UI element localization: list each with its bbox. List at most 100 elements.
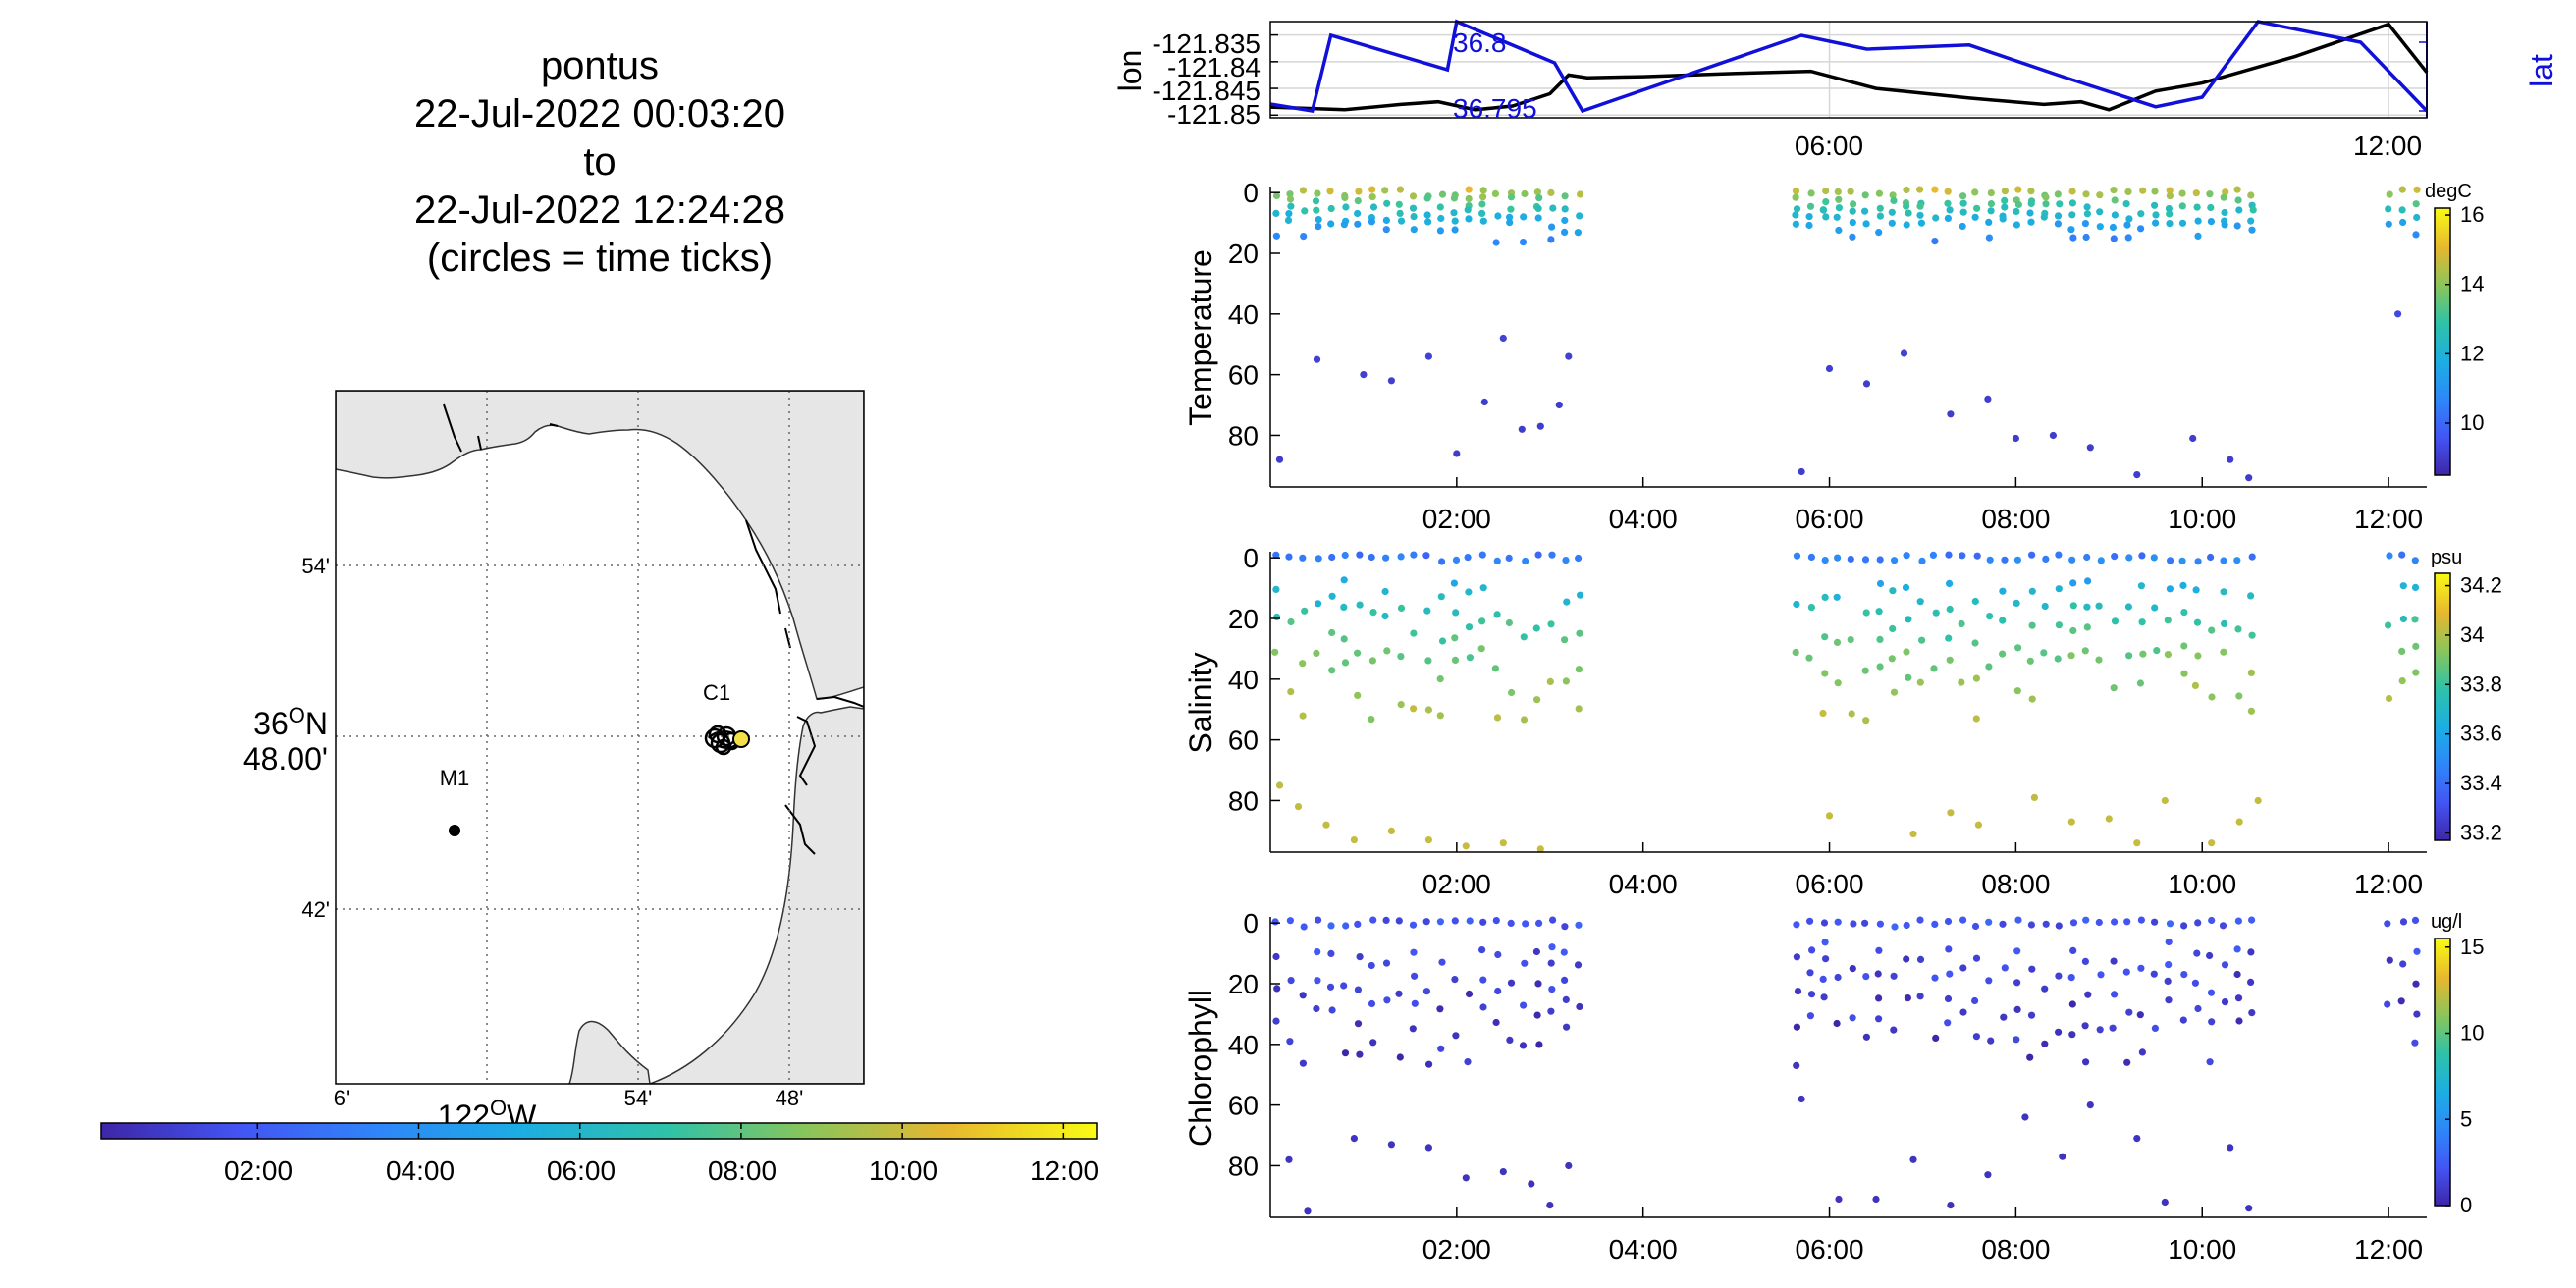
profile-point <box>1971 922 1980 931</box>
profile-point <box>2026 1053 2034 1061</box>
profile-point <box>1793 1061 1800 1069</box>
profile-point <box>1575 705 1583 713</box>
profile-point <box>1356 601 1364 609</box>
profile-point <box>1808 946 1816 954</box>
profile-point <box>2385 205 2392 213</box>
profile-point <box>1875 189 1883 197</box>
profile-point <box>2138 1048 2146 1056</box>
deep-point <box>1360 371 1368 379</box>
profile-point <box>1875 946 1883 954</box>
deep-point <box>1350 1135 1358 1143</box>
profile-point <box>1354 197 1362 205</box>
profile-point <box>2220 648 2227 656</box>
x-tick-label: 06:00 <box>1796 1234 1864 1264</box>
profile-point <box>1506 213 1514 221</box>
profile-point <box>2166 187 2174 194</box>
deep-point <box>1984 395 1992 402</box>
profile-point <box>2165 996 2173 1004</box>
profile-point <box>1271 648 1279 656</box>
title-line: 22-Jul-2022 00:03:20 <box>414 92 785 135</box>
profile-point <box>1327 949 1335 958</box>
profile-point <box>1314 977 1321 985</box>
profile-point <box>1315 555 1322 563</box>
profile-point <box>1793 205 1801 213</box>
chlorophyll-panel[interactable]: Chlorophyll ug/l 0 20 40 60 80 02:00 04:00 06:0… <box>1183 908 2484 1264</box>
profile-point <box>1549 204 1557 212</box>
profile-point <box>1793 953 1800 961</box>
profile-point <box>2207 203 2215 212</box>
temperature-panel[interactable]: Temperature degC 0 20 40 60 80 02:00 04:00 06:0… <box>1183 178 2484 534</box>
profile-point <box>1356 953 1364 961</box>
profile-point <box>2151 918 2159 926</box>
x-tick-label: 08:00 <box>1981 504 2050 534</box>
deep-point <box>2012 434 2019 443</box>
profile-point <box>1299 554 1307 562</box>
profile-point <box>1861 919 1869 927</box>
profile-point <box>1465 215 1473 223</box>
profile-point <box>2166 210 2174 218</box>
profile-point <box>2398 186 2406 193</box>
profile-point <box>2151 201 2159 209</box>
profile-point <box>2207 553 2215 562</box>
profile-point <box>2111 918 2119 926</box>
deep-point <box>1947 1202 1955 1209</box>
profile-point <box>1819 709 1827 718</box>
profile-point <box>1793 921 1800 929</box>
profile-point <box>1452 609 1460 617</box>
profile-point <box>2096 191 2104 199</box>
profile-point <box>1889 191 1897 199</box>
profile-point <box>1341 1049 1350 1057</box>
profile-point <box>1533 1011 1541 1019</box>
lat-axis-label: lat <box>2524 54 2559 87</box>
profile-point <box>1562 557 1570 564</box>
position-series <box>1269 19 2429 114</box>
profile-point <box>1272 952 1280 961</box>
profile-point <box>1916 202 1924 210</box>
profile-point <box>1945 551 1953 559</box>
profile-point <box>1409 192 1418 200</box>
y-tick-label: 20 <box>1228 604 1259 634</box>
profile-point <box>1849 965 1856 973</box>
profile-point <box>1890 972 1898 980</box>
profile-point <box>2095 602 2103 610</box>
profile-point <box>1875 608 1883 616</box>
map-frame <box>335 390 865 1085</box>
profile-point <box>2234 917 2242 925</box>
salinity-panel[interactable]: Salinity psu 0 20 40 60 80 02:00 04:00 06:00 08:… <box>1183 543 2502 899</box>
profile-point <box>1891 557 1899 564</box>
profile-point <box>1946 579 1954 588</box>
profile-point <box>2055 551 2063 559</box>
profile-point <box>1847 555 1854 564</box>
map-panel[interactable]: 54' 36ON 48.00' 42' 6' 54' 48' 122OW C1 … <box>243 390 865 1134</box>
profile-point <box>2233 945 2241 953</box>
profile-point <box>1903 955 1910 963</box>
profile-point <box>1971 996 1979 1005</box>
profile-point <box>1423 607 1431 615</box>
profile-point <box>1561 976 1569 985</box>
salinity-unit-label: psu <box>2431 547 2462 568</box>
profile-point <box>2096 223 2104 231</box>
profile-point <box>1916 916 1924 924</box>
title-line: 22-Jul-2022 12:24:28 <box>414 188 785 232</box>
profile-point <box>1889 587 1897 595</box>
profile-point <box>2097 971 2105 979</box>
profile-point <box>2095 656 2103 664</box>
profile-point <box>2194 232 2202 240</box>
profile-point <box>1916 186 1924 193</box>
deep-point <box>1565 1161 1573 1170</box>
profile-point <box>1477 645 1485 653</box>
x-tick-label: 02:00 <box>1422 504 1491 534</box>
profile-point <box>2068 556 2076 564</box>
profile-point <box>2412 200 2420 208</box>
profile-point <box>1888 219 1896 227</box>
position-panel[interactable]: -121.835 -121.84 -121.845 -121.85 36.8 3… <box>1112 19 2559 161</box>
profile-point <box>2233 186 2241 193</box>
profile-point <box>1532 624 1540 632</box>
profile-point <box>2193 203 2201 211</box>
profile-point <box>1506 1036 1514 1044</box>
profile-point <box>1807 553 1815 562</box>
profile-point <box>1876 635 1884 644</box>
profile-point <box>1999 650 2007 658</box>
profile-point <box>1875 229 1883 237</box>
profile-point <box>1916 678 1924 686</box>
